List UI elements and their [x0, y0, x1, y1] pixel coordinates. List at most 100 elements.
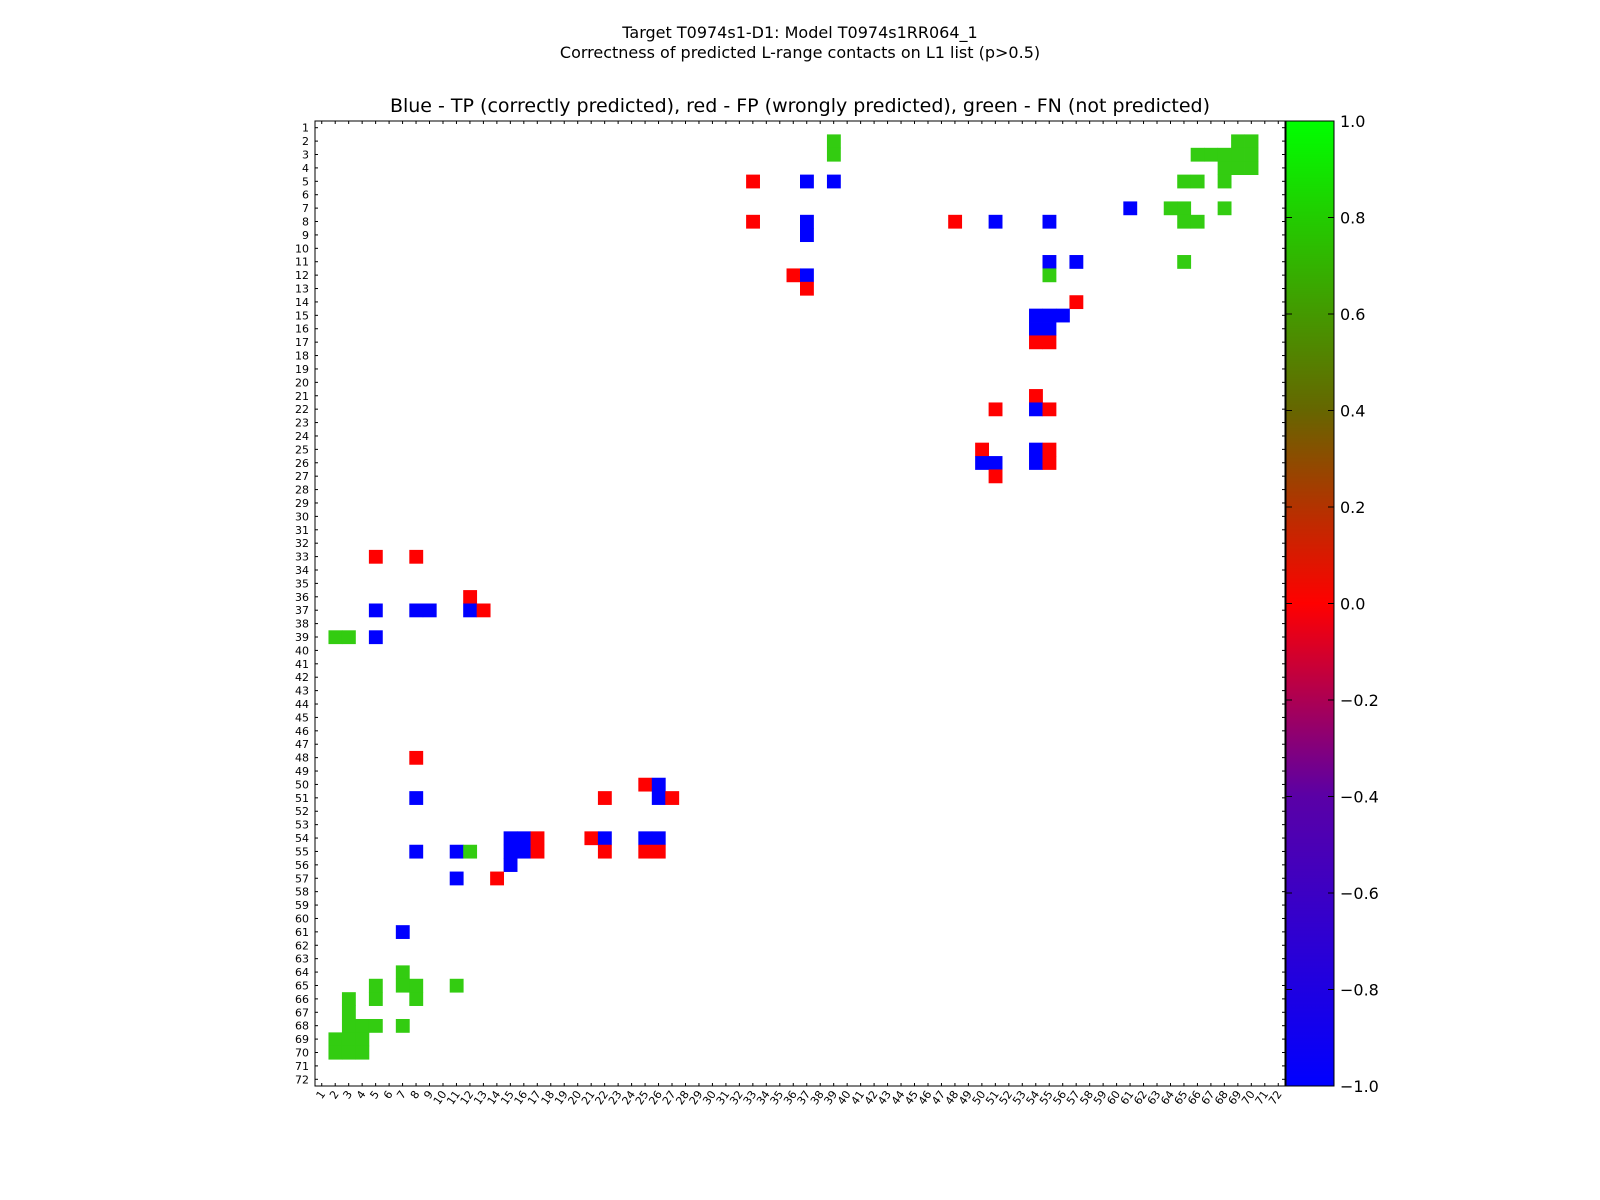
contact-cell-fn-11-65 [1177, 255, 1192, 269]
x-tick-label-6: 6 [381, 1088, 396, 1101]
contact-cell-tp-5-39 [826, 174, 841, 189]
contact-cell-fn-8-65 [1177, 214, 1192, 229]
contact-cell-fn-4-70 [1244, 161, 1259, 176]
y-tick-label-12: 12 [295, 269, 309, 282]
contact-cell-tp-37-12 [463, 603, 478, 618]
contact-cell-tp-11-55 [1042, 255, 1057, 269]
y-tick-label-31: 31 [295, 524, 309, 537]
y-tick-label-50: 50 [295, 778, 309, 791]
contact-cell-fn-39-2 [328, 630, 343, 645]
contact-cell-fp-55-25 [638, 844, 653, 859]
y-tick-label-10: 10 [295, 242, 309, 255]
y-tick-label-38: 38 [295, 618, 309, 631]
contact-cell-fn-3-68 [1217, 147, 1232, 162]
y-tick-label-28: 28 [295, 484, 309, 497]
y-tick-label-16: 16 [295, 323, 309, 336]
colorbar-tick-label-10: −1.0 [1340, 1077, 1379, 1096]
y-tick-label-60: 60 [295, 912, 309, 925]
y-tick-label-29: 29 [295, 497, 309, 510]
y-tick-label-18: 18 [295, 350, 309, 363]
contact-cell-fn-2-39 [826, 134, 841, 149]
contact-cell-tp-8-51 [988, 214, 1003, 229]
colorbar-tick-label-8: −0.6 [1340, 884, 1379, 903]
y-tick-label-2: 2 [302, 135, 309, 148]
contact-cell-fp-57-14 [490, 871, 505, 886]
y-tick-label-21: 21 [295, 390, 309, 403]
colorbar-ticks: 1.0 0.8 0.6 0.4 0.2 0.0 −0.2 −0.4 −0.6 −0.8 −1.0 [1286, 112, 1379, 1096]
contact-cell-tp-51-8 [409, 791, 424, 805]
contact-cell-fp-51-22 [597, 791, 612, 805]
contact-cell-fn-65-8 [409, 978, 424, 993]
contact-cell-fn-65-11 [449, 978, 464, 993]
colorbar-tick-label-1: 0.8 [1340, 209, 1365, 228]
y-tick-label-34: 34 [295, 564, 309, 577]
y-tick-label-51: 51 [295, 792, 309, 805]
y-tick-label-1: 1 [302, 122, 309, 135]
contact-cell-fp-5-33 [746, 174, 760, 189]
contact-cell-tp-15-54 [1029, 308, 1043, 323]
colorbar-tick-label-2: 0.6 [1340, 305, 1365, 324]
y-tick-label-65: 65 [295, 979, 309, 992]
contact-cell-tp-8-55 [1042, 214, 1057, 229]
colorbar-tick-label-6: −0.2 [1340, 691, 1379, 710]
y-tick-label-26: 26 [295, 457, 309, 470]
contact-cell-fn-68-5 [368, 1018, 383, 1033]
colorbar-tick-label-3: 0.4 [1340, 402, 1365, 421]
contact-cell-tp-15-56 [1055, 308, 1070, 323]
contact-cell-tp-55-15 [503, 844, 518, 859]
chart-title-line-1: Target T0974s1-D1: Model T0974s1RR064_1 [622, 23, 978, 42]
contact-cell-tp-26-50 [975, 456, 990, 470]
y-tick-label-40: 40 [295, 644, 309, 657]
y-tick-label-36: 36 [295, 591, 309, 604]
y-tick-label-15: 15 [295, 309, 309, 322]
contact-cell-fn-7-65 [1177, 201, 1192, 216]
contact-cell-fp-13-37 [800, 281, 814, 296]
contact-cell-fn-12-55 [1042, 268, 1057, 283]
contact-cell-fp-8-48 [948, 214, 963, 229]
x-tick-label-7: 7 [394, 1088, 409, 1101]
y-tick-label-4: 4 [302, 162, 309, 175]
chart-title-line-2: Correctness of predicted L-range contact… [559, 43, 1041, 62]
contact-cell-tp-55-16 [517, 844, 531, 859]
y-tick-label-64: 64 [295, 966, 309, 979]
y-tick-label-37: 37 [295, 604, 309, 617]
contact-cell-tp-54-22 [597, 831, 612, 846]
contact-cell-tp-54-15 [503, 831, 518, 846]
contact-cell-fn-3-69 [1231, 147, 1245, 162]
contact-cell-fp-50-25 [638, 777, 653, 792]
x-tick-label-72: 72 [1266, 1088, 1285, 1107]
colorbar-tick-label-7: −0.4 [1340, 788, 1379, 807]
contact-cell-fn-5-65 [1177, 174, 1192, 189]
x-tick-label-5: 5 [367, 1088, 382, 1101]
y-tick-label-52: 52 [295, 805, 309, 818]
y-tick-label-41: 41 [295, 658, 309, 671]
colorbar-tick-label-5: 0.0 [1340, 595, 1365, 614]
colorbar [1285, 120, 1335, 1087]
contact-cell-fn-39-3 [341, 630, 356, 645]
y-tick-label-33: 33 [295, 551, 309, 564]
y-tick-label-22: 22 [295, 403, 309, 416]
contact-cell-fn-68-3 [341, 1018, 356, 1033]
y-tick-label-23: 23 [295, 417, 309, 430]
contact-cell-fn-68-7 [395, 1018, 410, 1033]
contact-cell-fp-25-55 [1042, 442, 1057, 457]
contact-cell-fp-51-27 [665, 791, 680, 805]
contact-cell-fn-64-7 [395, 965, 410, 980]
y-tick-label-6: 6 [302, 189, 309, 202]
contact-cell-tp-54-16 [517, 831, 531, 846]
contact-cell-fn-7-68 [1217, 201, 1232, 216]
contact-cell-tp-16-55 [1042, 322, 1057, 336]
y-tick-label-70: 70 [295, 1046, 309, 1059]
y-tick-label-44: 44 [295, 698, 309, 711]
y-tick-label-35: 35 [295, 577, 309, 590]
contact-cell-fn-66-3 [341, 992, 356, 1006]
contact-cell-fn-3-70 [1244, 147, 1259, 162]
y-tick-label-8: 8 [302, 216, 309, 229]
y-tick-label-57: 57 [295, 872, 309, 885]
x-tick-label-8: 8 [408, 1088, 423, 1101]
y-tick-label-20: 20 [295, 376, 309, 389]
y-tick-label-11: 11 [295, 256, 309, 269]
y-tick-label-13: 13 [295, 283, 309, 296]
contact-cell-fn-65-5 [368, 978, 383, 993]
